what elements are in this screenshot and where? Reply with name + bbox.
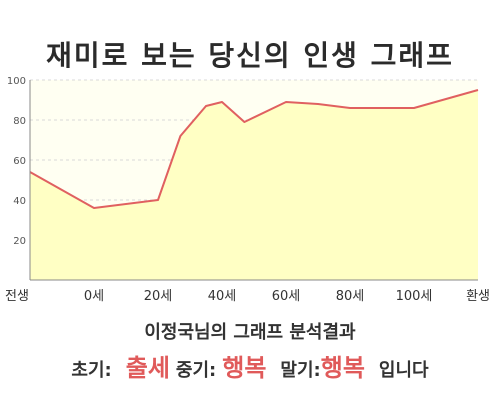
y-tick-label: 80 xyxy=(13,116,26,127)
x-tick-label: 환생 xyxy=(466,289,490,304)
page-title: 재미로 보는 당신의 인생 그래프 xyxy=(46,39,454,72)
x-tick-label: 20세 xyxy=(144,289,173,304)
x-tick-label: 60세 xyxy=(272,289,301,304)
x-tick-label: 0세 xyxy=(84,289,104,304)
y-tick-label: 40 xyxy=(13,196,26,207)
area-fill xyxy=(30,90,478,280)
early-label: 초기: xyxy=(71,360,112,381)
result-heading: 이정국님의 그래프 분석결과 xyxy=(144,322,356,343)
x-tick-label: 40세 xyxy=(208,289,237,304)
late-value: 행복 xyxy=(320,354,365,382)
x-tick-label: 80세 xyxy=(336,289,365,304)
mid-label: 중기: xyxy=(175,360,217,381)
y-tick-label: 20 xyxy=(13,236,26,247)
ending-text: 입니다 xyxy=(378,360,429,381)
life-graph-chart: 20 40 60 80 100 전생 0세 20세 40세 60세 80세 100세 환생 xyxy=(5,76,490,304)
result-summary: 초기: 출세 중기: 행복 말기:행복 입니다 xyxy=(0,348,500,383)
x-tick-label: 전생 xyxy=(5,289,29,304)
y-tick-label: 60 xyxy=(13,156,26,167)
x-tick-label: 100세 xyxy=(396,289,433,304)
early-value: 출세 xyxy=(125,354,170,382)
series-line xyxy=(29,89,479,209)
late-label: 말기: xyxy=(280,360,321,381)
y-tick-label: 100 xyxy=(7,76,26,87)
mid-value: 행복 xyxy=(222,354,267,382)
